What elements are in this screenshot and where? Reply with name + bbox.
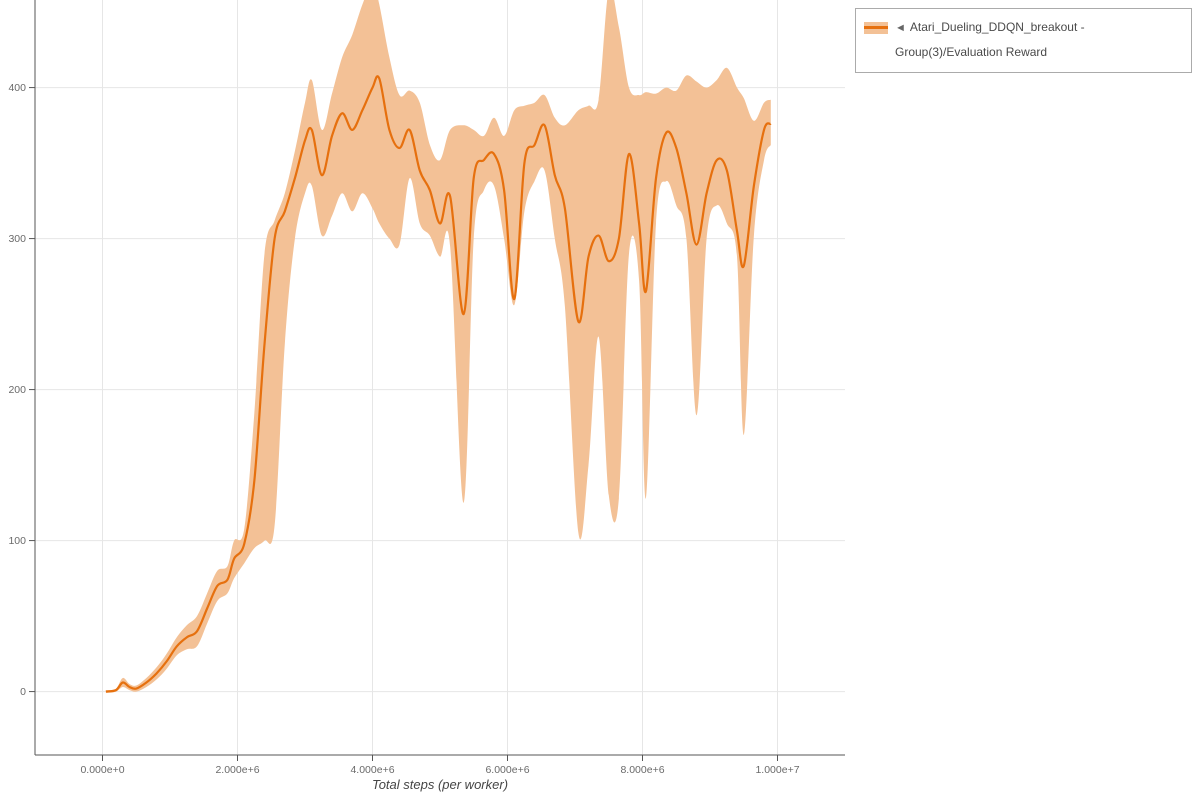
y-tick-label: 0: [20, 686, 26, 698]
axis-labels: 0 100 200 300 400 0.000e+0 2.000e+6 4.000e+6 6.0…: [8, 82, 799, 776]
legend-swatch-line: [864, 26, 888, 29]
x-tick-label: 4.000e+6: [350, 764, 394, 776]
y-tick-label: 200: [8, 384, 26, 396]
mean-line: [105, 75, 772, 693]
legend-swatch: [864, 22, 888, 34]
axes: [29, 0, 845, 761]
x-axis-title: Total steps (per worker): [372, 777, 508, 792]
legend-marker-icon: ◄: [895, 22, 906, 34]
x-tick-label: 1.000e+7: [755, 764, 799, 776]
x-tick-label: 2.000e+6: [215, 764, 259, 776]
confidence-band: [105, 0, 771, 694]
y-tick-label: 400: [8, 82, 26, 94]
legend-item-label: ◄ Atari_Dueling_DDQN_breakout - Group(3)/…: [895, 15, 1181, 64]
y-tick-label: 100: [8, 535, 26, 547]
x-tick-label: 8.000e+6: [620, 764, 664, 776]
y-tick-label: 300: [8, 233, 26, 245]
line-path: [105, 75, 772, 693]
legend-series-name: Atari_Dueling_DDQN_breakout - Group(3)/E…: [895, 20, 1085, 59]
x-tick-label: 6.000e+6: [485, 764, 529, 776]
grid: [35, 0, 845, 755]
band-area: [105, 0, 771, 694]
x-tick-label: 0.000e+0: [80, 764, 124, 776]
legend[interactable]: ◄ Atari_Dueling_DDQN_breakout - Group(3)/…: [855, 8, 1192, 73]
